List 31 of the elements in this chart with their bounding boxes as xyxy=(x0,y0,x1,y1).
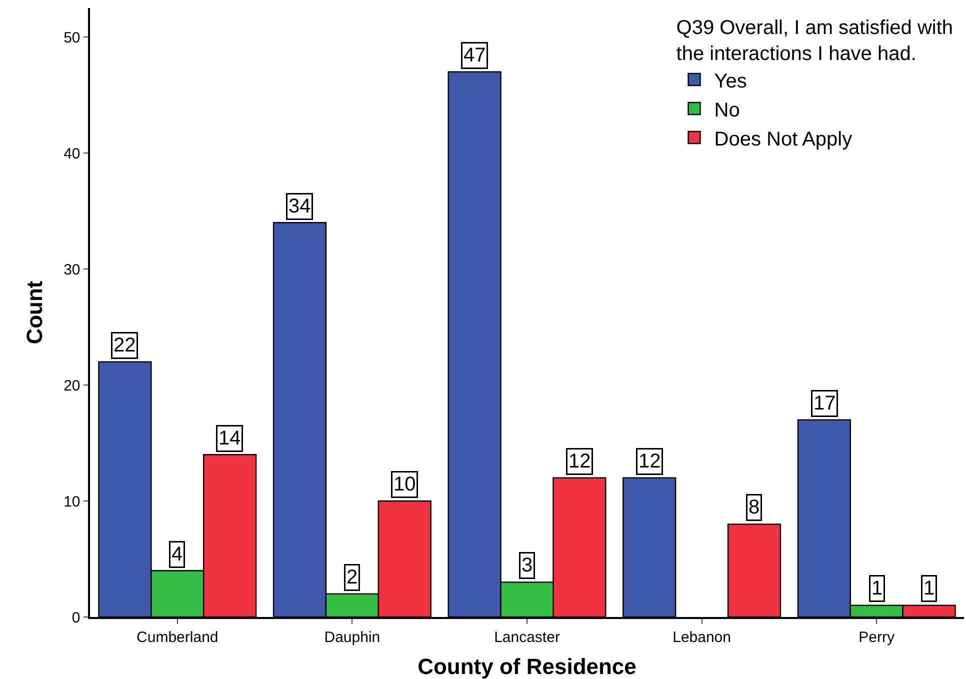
x-tick-label: Lebanon xyxy=(672,628,732,646)
y-tick-label: 40 xyxy=(64,145,80,162)
data-label: 47 xyxy=(464,44,486,66)
y-tick-label: 30 xyxy=(64,261,80,278)
data-label: 17 xyxy=(814,392,836,414)
data-label: 12 xyxy=(568,450,591,472)
data-label: 8 xyxy=(748,496,760,518)
data-label: 3 xyxy=(522,554,533,576)
data-label: 1 xyxy=(872,578,883,600)
data-label: 34 xyxy=(288,196,311,218)
data-label: 4 xyxy=(172,544,183,566)
y-tick-label: 20 xyxy=(64,377,80,394)
x-axis-title: County of Residence xyxy=(418,654,636,679)
data-label: 22 xyxy=(114,334,136,356)
x-tick-label: Lancaster xyxy=(494,628,560,646)
data-label: 14 xyxy=(218,428,241,450)
data-label: 12 xyxy=(638,450,661,472)
legend-label: Does Not Apply xyxy=(714,128,852,150)
y-tick-label: 0 xyxy=(72,609,80,626)
legend-label: No xyxy=(714,99,740,122)
y-axis-title: Count xyxy=(22,280,47,344)
legend-title: Q39 Overall, I am satisfied with the interactions I have had. xyxy=(676,17,954,65)
data-label: 2 xyxy=(346,566,358,588)
x-tick-label: Perry xyxy=(858,628,896,646)
x-tick-label: Dauphin xyxy=(324,628,380,646)
legend-label: Yes xyxy=(714,70,747,92)
y-tick-label: 50 xyxy=(64,29,80,46)
data-label: 1 xyxy=(924,578,935,600)
data-label: 10 xyxy=(394,474,416,496)
x-tick-label: Cumberland xyxy=(136,628,218,646)
y-tick-label: 10 xyxy=(64,493,80,510)
